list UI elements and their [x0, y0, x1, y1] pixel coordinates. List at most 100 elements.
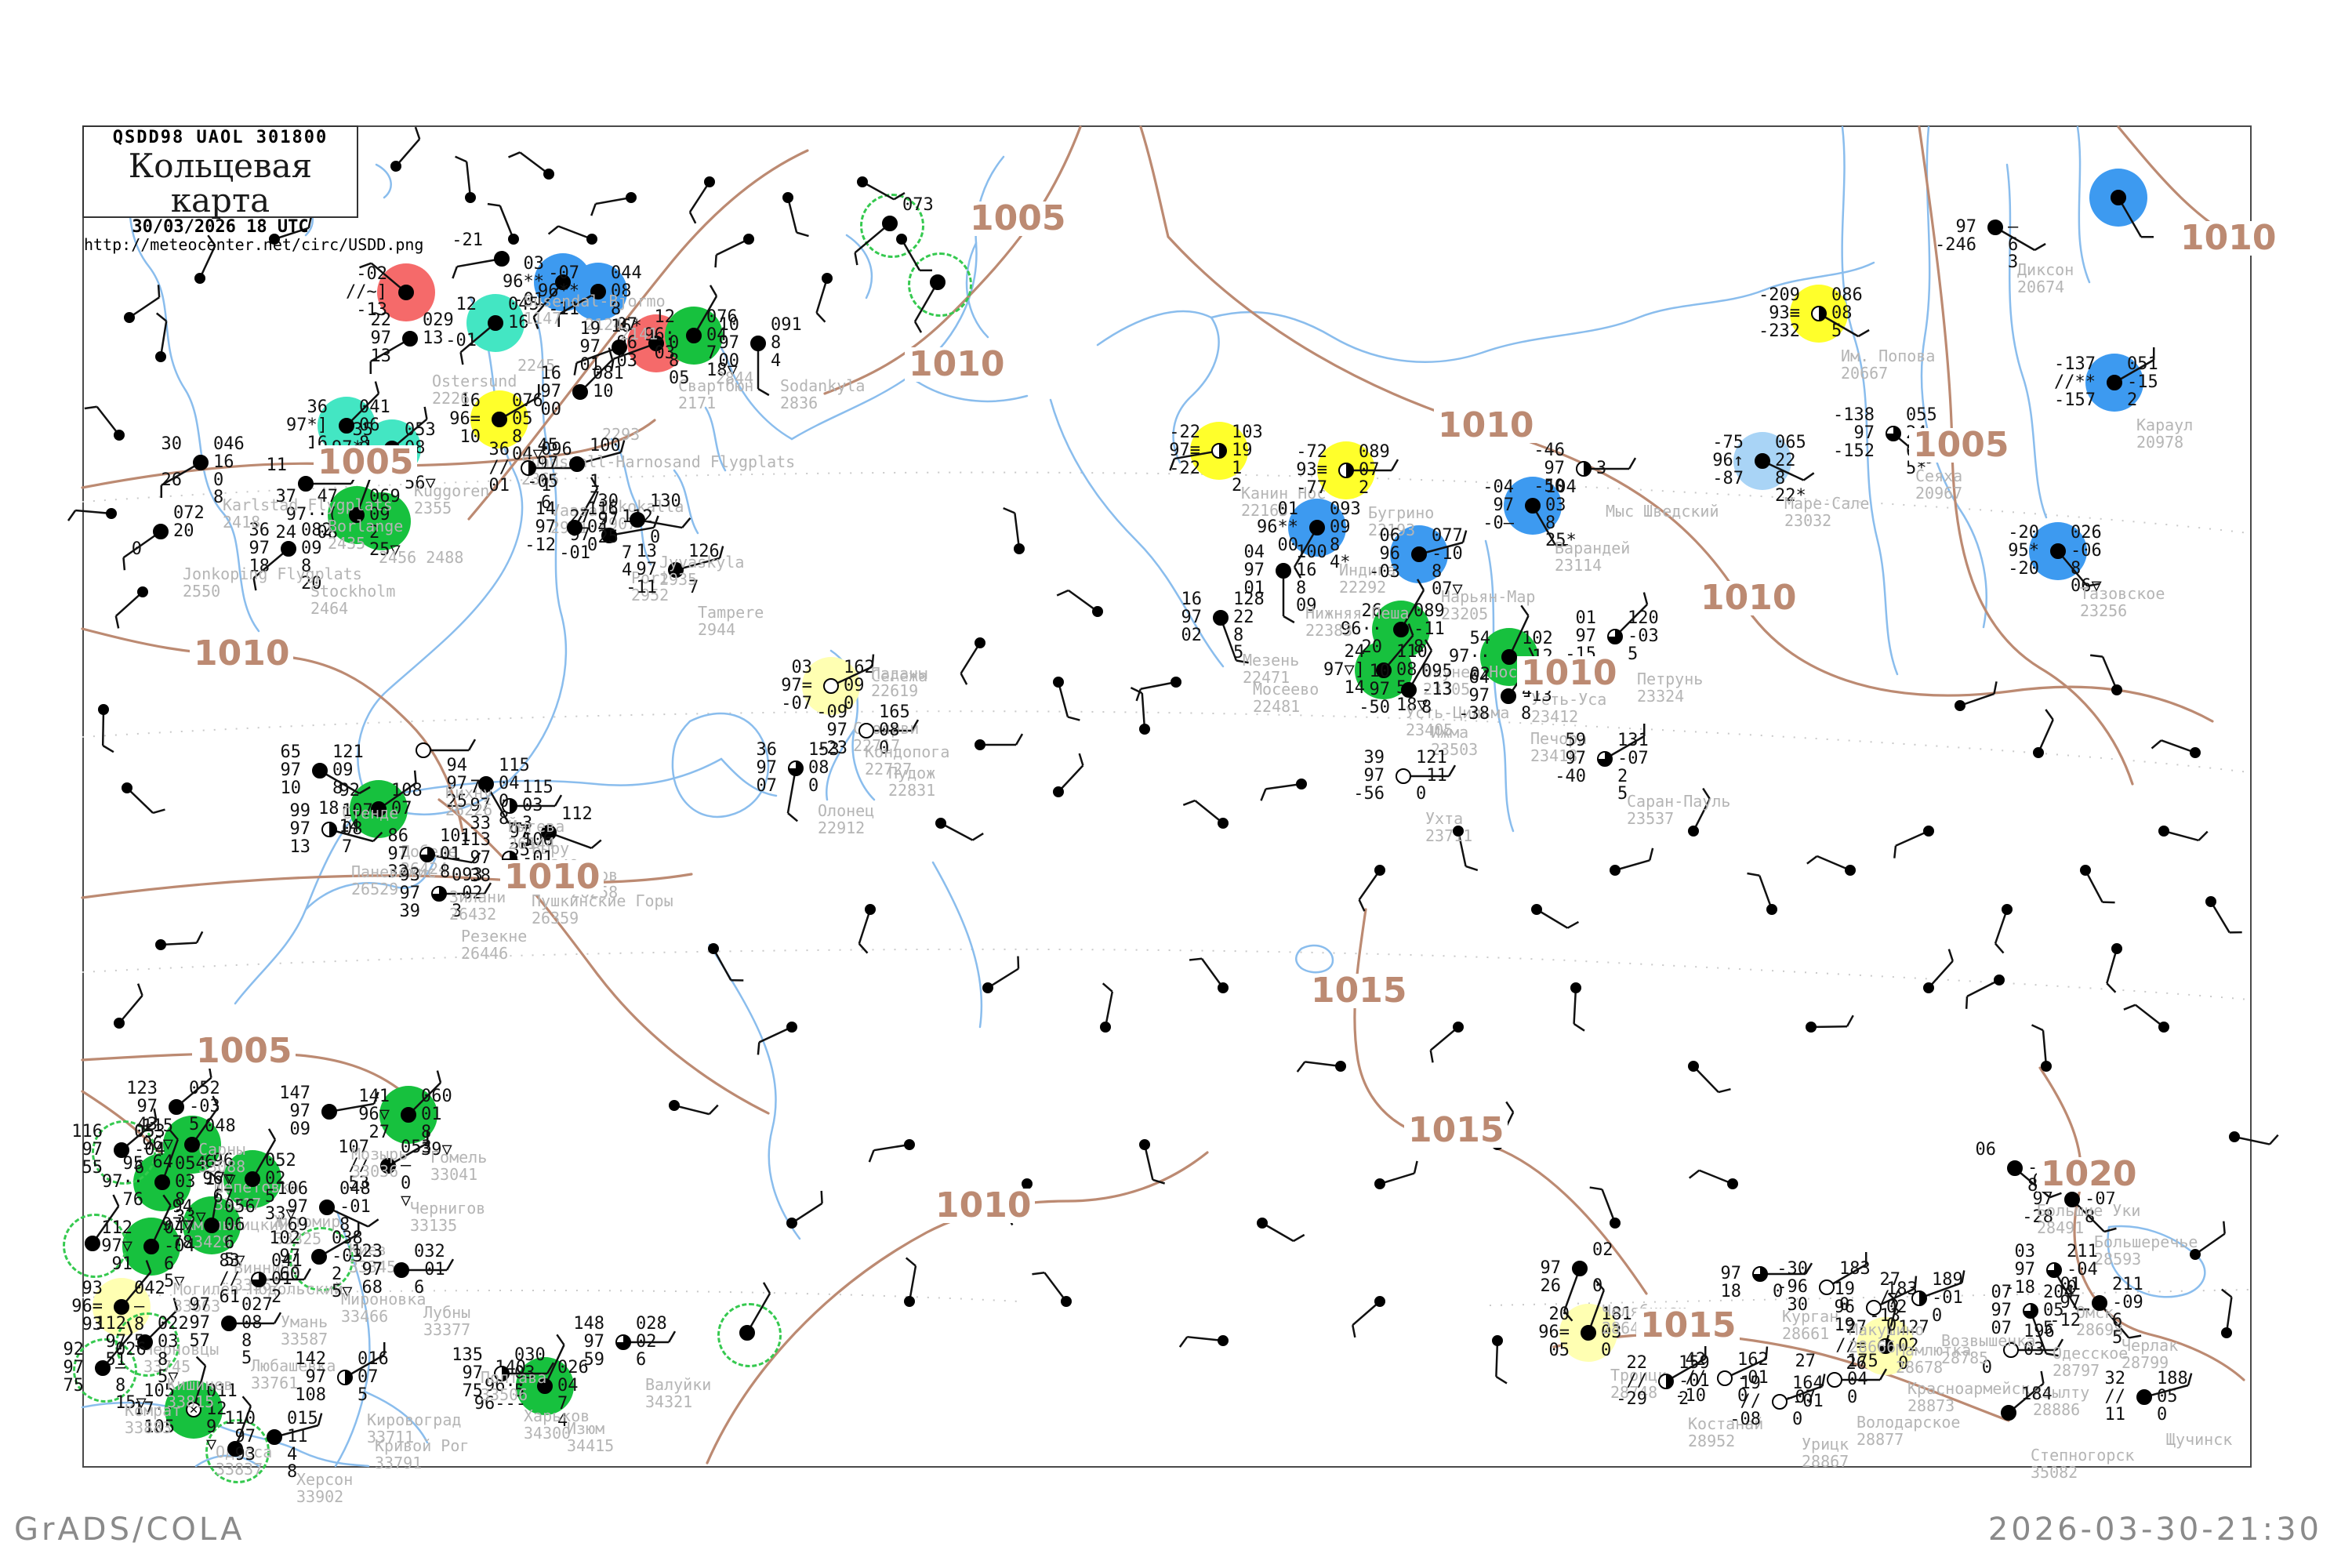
wind-barb: [1959, 681, 1998, 707]
station-symbol: [1572, 1261, 1588, 1276]
station-name: Петрунь: [1637, 670, 1704, 688]
station-weather: 97: [537, 454, 559, 474]
station-symbol: [567, 520, 583, 535]
station-name: Усть-Цильма: [1406, 703, 1510, 722]
station-temperature: 07: [1991, 1283, 2013, 1302]
station-temperature: 13: [636, 542, 658, 561]
station-id: 2836: [780, 394, 818, 412]
station-tendency: 04: [499, 774, 520, 793]
station-extra: 2: [1232, 476, 1243, 495]
station-dewpoint: 26: [1846, 1354, 1867, 1374]
station-id: 26432: [449, 905, 497, 924]
station-temperature: 142: [295, 1349, 326, 1369]
station-tendency: 01: [271, 1269, 292, 1289]
station-name: Черлак: [2122, 1336, 2179, 1355]
station-pressure: 051: [2127, 354, 2158, 374]
station-symbol: [2041, 1061, 2052, 1072]
station-tendency: 03: [1601, 1323, 1622, 1342]
station-name: Могилёв-Подольский: [173, 1279, 343, 1298]
station-temperature: 42: [1685, 1350, 1707, 1370]
station-name: Валуйки: [645, 1375, 712, 1394]
wind-barb: [791, 1190, 823, 1225]
station-symbol: [586, 234, 597, 245]
station-temperature: 03: [2014, 1242, 2036, 1261]
station-symbol: [401, 1107, 416, 1123]
station-name: Ostersund: [432, 372, 517, 390]
station-symbol: [1819, 1279, 1835, 1295]
station-name: Мироновка: [341, 1290, 426, 1308]
station-pressure: 026: [115, 1340, 147, 1359]
station-cloud: 6: [2008, 235, 2019, 255]
station-weather: -96: [1777, 1277, 1808, 1297]
station-symbol: [823, 678, 839, 694]
station-id: 2355: [414, 499, 452, 517]
station-tendency: 03: [1545, 495, 1566, 515]
station-pressure: 055: [1906, 405, 1937, 425]
station-temperature: 20: [1548, 1305, 1570, 1324]
station-temperature: 83: [219, 1251, 241, 1271]
station-symbol: [1374, 865, 1385, 876]
station-dewpoint: 10: [459, 427, 481, 447]
station-weather: 97: [636, 560, 658, 579]
station-symbol: [1766, 904, 1777, 915]
wind-barb: [1495, 1340, 1508, 1385]
station-tendency: 19: [1232, 441, 1253, 460]
station-pressure: 102: [1522, 629, 1553, 648]
station-symbol: [2111, 684, 2122, 695]
station-id: 22831: [888, 781, 936, 800]
station-symbol: [1845, 865, 1856, 876]
station-dewpoint: 01: [579, 355, 601, 375]
wind-barb: [2221, 1288, 2233, 1334]
station-pressure: 121: [332, 742, 364, 762]
station-symbol: [537, 1378, 553, 1394]
station-weather: 96**: [1257, 517, 1298, 537]
station-id: 23032: [1784, 511, 1832, 530]
station-cloud: 0: [844, 694, 855, 713]
station-symbol: [321, 822, 337, 837]
station-pressure: 069: [369, 487, 401, 506]
station-tendency: 09: [369, 505, 390, 524]
station-name: Сарны: [198, 1140, 246, 1159]
station-tendency: —: [2008, 217, 2019, 237]
station-dewpoint: 53: [348, 1174, 370, 1193]
station-pressure: 089: [1359, 442, 1390, 462]
station-id: 2944: [698, 620, 736, 639]
station-pressure: 076: [706, 307, 738, 327]
station-symbol: [543, 169, 554, 180]
station-dewpoint: 01: [488, 476, 510, 495]
station-dewpoint: 11: [2104, 1405, 2126, 1425]
station-cloud: 1: [541, 476, 552, 495]
wind-barb: [547, 225, 593, 241]
wind-barb: [2194, 1221, 2226, 1256]
station-weather: 97: [189, 1313, 211, 1333]
station-symbol: [2205, 896, 2216, 907]
station-symbol: [319, 1200, 335, 1215]
station-symbol: [1576, 461, 1592, 477]
station-symbol: [321, 1104, 337, 1120]
station-extra: 22*: [1775, 486, 1806, 506]
wind-barb: [1994, 909, 2009, 954]
station-symbol: [2221, 1327, 2232, 1338]
station-weather: 97: [1853, 423, 1875, 443]
station-temperature: 92: [339, 781, 361, 800]
station-id: 20674: [2017, 278, 2065, 296]
station-symbol: [2007, 1160, 2023, 1176]
station-pressure: 096: [541, 440, 572, 459]
station-dewpoint: -13: [1869, 1306, 1900, 1326]
station-cloud: 8: [669, 351, 680, 371]
station-symbol: [930, 274, 946, 290]
isobar-label: 1005: [966, 201, 1070, 236]
station-id: 33745: [143, 1357, 191, 1376]
station-symbol: [1218, 982, 1229, 993]
station-cloud: 6: [636, 1350, 647, 1370]
station-temperature: 97: [189, 1295, 211, 1315]
station-symbol: [1570, 982, 1581, 993]
station-symbol: [865, 904, 876, 915]
station-id: 26529: [351, 880, 399, 898]
station-symbol: [416, 742, 431, 758]
wind-barb: [455, 155, 472, 198]
station-id: 2435: [328, 534, 366, 553]
station-id: 2245: [517, 356, 556, 375]
station-symbol: [508, 234, 519, 245]
station-symbol: [298, 476, 314, 492]
